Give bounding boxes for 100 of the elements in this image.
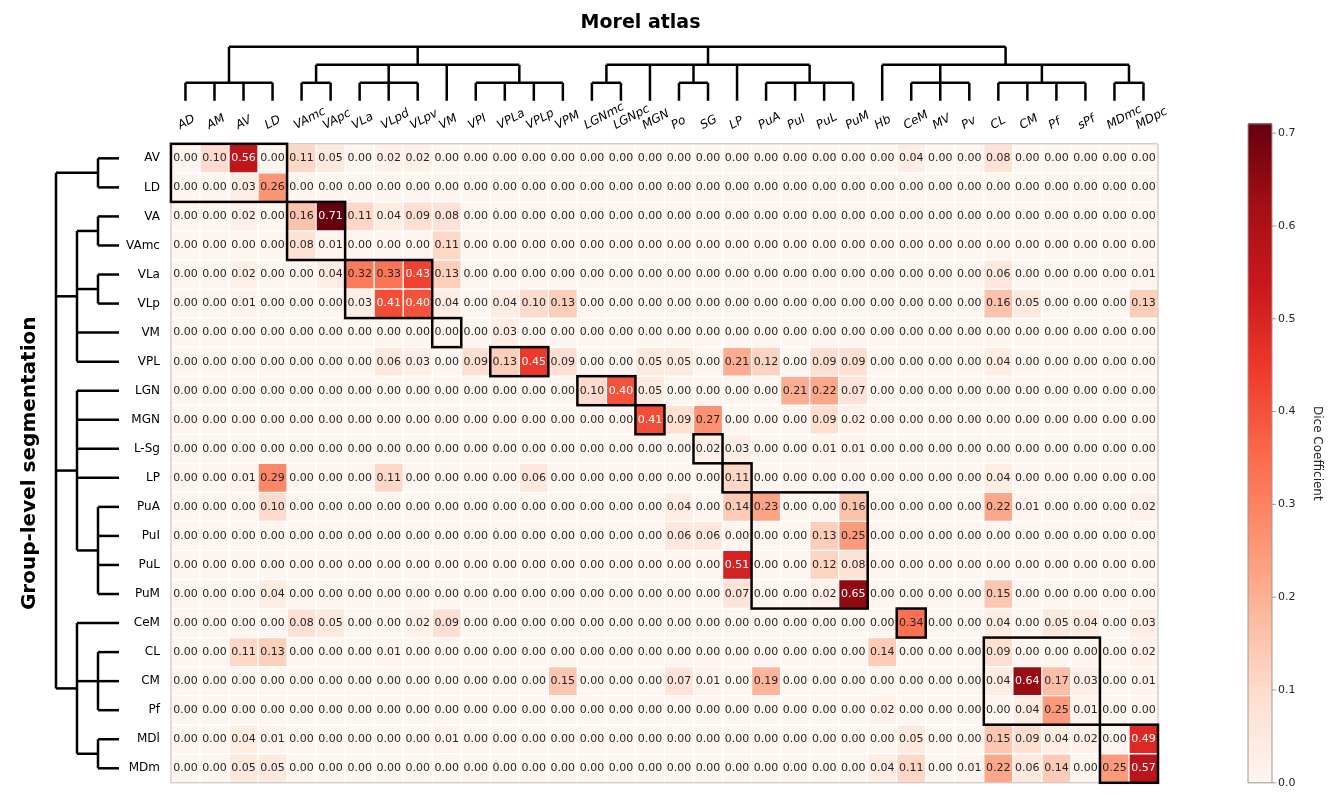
data-label: 0.00 bbox=[173, 267, 198, 281]
data-label: 0.13 bbox=[811, 528, 837, 542]
data-label: 0.02 bbox=[695, 441, 721, 455]
data-label: 0.00 bbox=[289, 644, 314, 658]
data-label: 0.03 bbox=[1073, 674, 1098, 687]
data-label: 0.00 bbox=[463, 383, 489, 397]
data-label: 0.02 bbox=[405, 615, 430, 629]
data-label: 0.00 bbox=[405, 557, 430, 571]
data-label: 0.00 bbox=[724, 528, 750, 542]
data-label: 0.00 bbox=[1044, 354, 1069, 368]
data-label: 0.01 bbox=[231, 470, 256, 484]
data-label: 0.00 bbox=[347, 732, 372, 746]
data-label: 0.00 bbox=[986, 412, 1011, 426]
data-label: 0.00 bbox=[202, 412, 227, 426]
data-label: 0.32 bbox=[347, 267, 372, 281]
data-label: 0.00 bbox=[231, 499, 256, 513]
data-label: 0.00 bbox=[782, 528, 808, 542]
data-label: 0.08 bbox=[840, 557, 866, 571]
data-label: 0.00 bbox=[666, 644, 692, 658]
data-label: 0.00 bbox=[869, 238, 895, 252]
data-label: 0.00 bbox=[1015, 325, 1040, 339]
x-tick-label: AV bbox=[232, 111, 255, 133]
y-tick-label: PuI bbox=[141, 528, 160, 543]
y-tick-label: MDl bbox=[137, 731, 160, 746]
data-label: 0.00 bbox=[782, 557, 808, 571]
data-label: 0.00 bbox=[231, 354, 256, 368]
data-label: 0.00 bbox=[492, 674, 518, 687]
data-label: 0.00 bbox=[405, 412, 430, 426]
data-label: 0.13 bbox=[550, 296, 576, 310]
data-label: 0.00 bbox=[376, 557, 401, 571]
data-label: 0.00 bbox=[898, 209, 924, 223]
data-label: 0.00 bbox=[202, 674, 227, 687]
data-label: 0.00 bbox=[666, 383, 692, 397]
data-label: 0.00 bbox=[289, 586, 314, 600]
data-label: 0.11 bbox=[231, 644, 256, 658]
data-label: 0.00 bbox=[782, 354, 808, 368]
data-label: 0.00 bbox=[1102, 644, 1127, 658]
data-label: 0.00 bbox=[869, 151, 895, 165]
x-tick-label: VPI bbox=[465, 110, 490, 132]
data-label: 0.00 bbox=[434, 586, 459, 600]
data-label: 0.01 bbox=[840, 441, 866, 455]
data-label: 0.15 bbox=[550, 674, 576, 687]
data-label: 0.00 bbox=[811, 644, 837, 658]
data-label: 0.01 bbox=[695, 674, 721, 687]
data-label: 0.02 bbox=[405, 151, 430, 165]
data-label: 0.00 bbox=[202, 354, 227, 368]
data-label: 0.00 bbox=[753, 180, 779, 194]
data-label: 0.00 bbox=[318, 296, 343, 310]
data-label: 0.00 bbox=[957, 732, 982, 746]
data-label: 0.00 bbox=[492, 586, 518, 600]
data-label: 0.00 bbox=[869, 528, 895, 542]
data-label: 0.00 bbox=[957, 557, 982, 571]
data-label: 0.00 bbox=[318, 557, 343, 571]
data-label: 0.00 bbox=[695, 615, 721, 629]
data-label: 0.04 bbox=[1044, 732, 1069, 746]
data-label: 0.00 bbox=[782, 470, 808, 484]
data-label: 0.00 bbox=[840, 732, 866, 746]
data-label: 0.27 bbox=[695, 412, 721, 426]
data-label: 0.06 bbox=[1015, 761, 1040, 775]
data-label: 0.00 bbox=[260, 383, 285, 397]
data-label: 0.13 bbox=[1131, 296, 1156, 310]
data-label: 0.00 bbox=[550, 209, 576, 223]
data-label: 0.00 bbox=[1073, 586, 1098, 600]
data-label: 0.00 bbox=[347, 528, 372, 542]
data-label: 0.09 bbox=[463, 354, 489, 368]
data-label: 0.00 bbox=[840, 674, 866, 687]
data-label: 0.00 bbox=[173, 615, 198, 629]
data-label: 0.00 bbox=[376, 412, 401, 426]
data-label: 0.00 bbox=[173, 499, 198, 513]
data-label: 0.05 bbox=[898, 732, 924, 746]
data-label: 0.00 bbox=[173, 238, 198, 252]
data-label: 0.00 bbox=[898, 470, 924, 484]
data-label: 0.00 bbox=[550, 615, 576, 629]
data-label: 0.03 bbox=[724, 441, 750, 455]
data-label: 0.00 bbox=[405, 325, 430, 339]
data-label: 0.00 bbox=[782, 732, 808, 746]
data-label: 0.00 bbox=[289, 470, 314, 484]
data-label: 0.00 bbox=[405, 383, 430, 397]
y-tick-label: PuA bbox=[137, 499, 161, 513]
data-label: 0.09 bbox=[840, 354, 866, 368]
data-label: 0.40 bbox=[405, 296, 430, 310]
data-label: 0.08 bbox=[289, 238, 314, 252]
data-label: 0.00 bbox=[202, 238, 227, 252]
data-label: 0.00 bbox=[173, 383, 198, 397]
data-label: 0.00 bbox=[666, 441, 692, 455]
data-label: 0.04 bbox=[986, 615, 1011, 629]
data-label: 0.00 bbox=[550, 528, 576, 542]
data-label: 0.00 bbox=[579, 296, 605, 310]
data-label: 0.00 bbox=[1044, 528, 1069, 542]
data-label: 0.00 bbox=[928, 209, 953, 223]
data-label: 0.01 bbox=[1131, 267, 1156, 281]
data-label: 0.00 bbox=[463, 412, 489, 426]
data-label: 0.00 bbox=[928, 354, 953, 368]
data-label: 0.00 bbox=[173, 325, 198, 339]
data-label: 0.00 bbox=[1073, 354, 1098, 368]
data-label: 0.00 bbox=[434, 441, 459, 455]
data-label: 0.01 bbox=[1073, 703, 1098, 717]
data-label: 0.00 bbox=[434, 180, 459, 194]
data-label: 0.06 bbox=[376, 354, 401, 368]
data-label: 0.07 bbox=[840, 383, 866, 397]
